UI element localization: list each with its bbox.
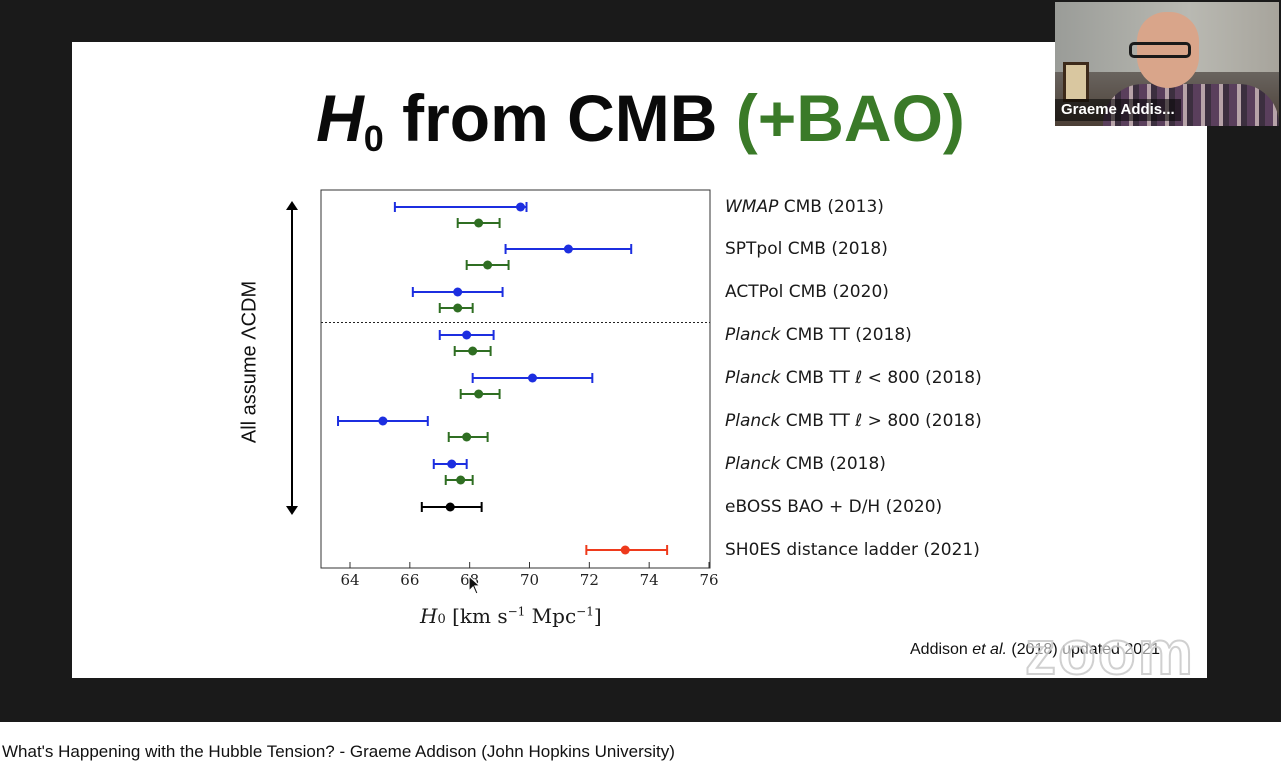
- series-label-text-7: eBOSS BAO + D/H (2020): [725, 497, 943, 517]
- series-label-text-8: SH0ES distance ladder (2021): [725, 540, 980, 560]
- webcam-thumbnail[interactable]: Graeme Addis...: [1055, 2, 1279, 126]
- assume-lcdm-caption: All assume ΛCDM: [238, 272, 261, 452]
- series-label-text-2: ACTPol CMB (2020): [725, 282, 889, 302]
- series-label-italic-4: Planck: [725, 368, 781, 388]
- data-point-0-1: [474, 218, 484, 228]
- x-tick-label-70: 70: [520, 571, 539, 589]
- series-label-italic-6: Planck: [725, 454, 781, 474]
- series-label-6: Planck CMB (2018): [725, 454, 886, 474]
- series-label-0: WMAP CMB (2013): [725, 197, 884, 217]
- series-label-text-5: CMB TT ℓ > 800 (2018): [780, 411, 982, 431]
- citation-etal: et al.: [972, 641, 1007, 658]
- slide-title-accent: (+BAO): [735, 81, 965, 155]
- x-axis-title: H0 [km s−1 Mpc−1]: [420, 604, 602, 628]
- series-label-2: ACTPol CMB (2020): [725, 282, 889, 302]
- series-label-text-6: CMB (2018): [780, 454, 886, 474]
- zoom-watermark: zoom: [1024, 618, 1195, 689]
- data-point-3-0: [462, 330, 472, 340]
- video-title: What's Happening with the Hubble Tension…: [2, 742, 675, 761]
- slide-title: H0 from CMB (+BAO): [0, 78, 1281, 159]
- citation-author: Addison: [910, 641, 973, 658]
- data-point-6-0: [447, 459, 457, 469]
- arrow-down-icon: [286, 506, 298, 515]
- x-tick-label-74: 74: [640, 571, 659, 589]
- citation-rest: (2018) updated 2021: [1006, 641, 1160, 658]
- series-label-text-1: SPTpol CMB (2018): [725, 239, 888, 259]
- series-label-1: SPTpol CMB (2018): [725, 239, 888, 259]
- data-point-3-1: [468, 346, 478, 356]
- presentation-slide: [72, 42, 1207, 678]
- data-point-6-1: [456, 475, 466, 485]
- x-tick-label-76: 76: [699, 571, 718, 589]
- data-point-4-1: [474, 389, 484, 399]
- data-point-2-0: [453, 287, 463, 297]
- data-point-4-0: [527, 373, 537, 383]
- series-label-7: eBOSS BAO + D/H (2020): [725, 497, 942, 517]
- data-point-0-0: [516, 202, 526, 212]
- slide-title-subscript: 0: [363, 118, 384, 159]
- data-point-8-0: [620, 545, 630, 555]
- series-label-italic-3: Planck: [725, 325, 781, 345]
- series-label-italic-0: WMAP: [725, 197, 779, 217]
- video-player[interactable]: H0 from CMB (+BAO) 64666870727476 All as…: [0, 0, 1281, 722]
- arrow-up-icon: [286, 201, 298, 210]
- series-label-8: SH0ES distance ladder (2021): [725, 540, 980, 560]
- x-tick-label-72: 72: [580, 571, 599, 589]
- webcam-lamp: [1063, 62, 1089, 102]
- data-point-5-0: [378, 416, 388, 426]
- assume-lcdm-text: All assume ΛCDM: [238, 280, 261, 444]
- h0-chart: 64666870727476: [286, 189, 719, 589]
- x-tick-label-64: 64: [340, 571, 359, 589]
- data-point-1-1: [483, 260, 493, 270]
- participant-name: Graeme Addis...: [1055, 99, 1181, 121]
- mouse-cursor-icon: [468, 575, 482, 595]
- data-point-7-0: [445, 502, 455, 512]
- data-point-1-0: [563, 244, 573, 254]
- data-point-2-1: [453, 303, 463, 313]
- slide-title-h: H: [316, 81, 364, 155]
- slide-citation: Addison et al. (2018) updated 2021: [910, 641, 1160, 659]
- series-label-text-3: CMB TT (2018): [780, 325, 912, 345]
- series-label-3: Planck CMB TT (2018): [725, 325, 912, 345]
- series-label-5: Planck CMB TT ℓ > 800 (2018): [725, 411, 982, 431]
- series-label-italic-5: Planck: [725, 411, 781, 431]
- series-label-text-0: CMB (2013): [778, 197, 884, 217]
- webcam-glasses: [1129, 42, 1191, 58]
- x-tick-label-66: 66: [400, 571, 419, 589]
- series-label-text-4: CMB TT ℓ < 800 (2018): [780, 368, 982, 388]
- data-point-5-1: [462, 432, 472, 442]
- series-label-4: Planck CMB TT ℓ < 800 (2018): [725, 368, 982, 388]
- plot-frame: [320, 189, 711, 569]
- slide-title-main: from CMB: [383, 81, 736, 155]
